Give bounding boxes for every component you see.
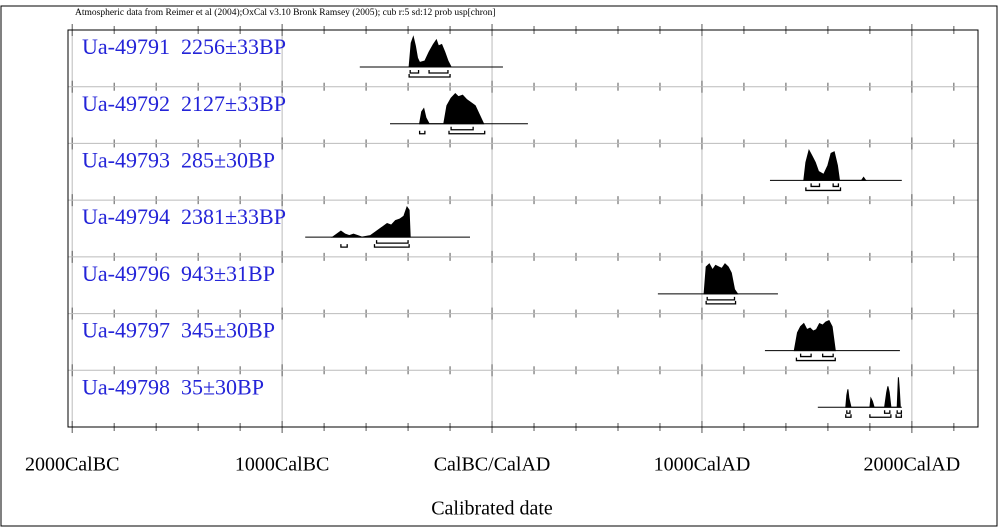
sigma2-range — [408, 74, 451, 78]
x-tick-label: 1000CalBC — [235, 454, 329, 476]
sigma1-range — [706, 296, 736, 301]
sigma2-range — [869, 414, 892, 418]
sigma2-range — [805, 187, 842, 192]
sigma2-range — [845, 414, 852, 418]
x-tick-label: CalBC/CalAD — [434, 454, 551, 476]
sigma1-range — [822, 353, 834, 358]
probability-distribution — [419, 92, 485, 125]
sigma2-range — [705, 300, 737, 305]
frame — [0, 5, 998, 527]
chart-title: Atmospheric data from Reimer et al (2004… — [75, 7, 496, 18]
row-label: Ua-49796 943±31BP — [82, 261, 275, 286]
row-label: Ua-49791 2256±33BP — [82, 34, 286, 59]
row-label: Ua-49792 2127±33BP — [82, 91, 286, 116]
x-axis-title: Calibrated date — [431, 498, 553, 520]
row-label: Ua-49798 35±30BP — [82, 374, 264, 399]
row-label: Ua-49794 2381±33BP — [82, 204, 286, 229]
probability-distribution — [793, 319, 836, 352]
probability-distribution — [703, 263, 739, 295]
sigma2-range — [418, 130, 426, 135]
sigma1-range — [409, 70, 420, 74]
sigma1-range — [832, 183, 840, 188]
x-tick-label: 2000CalBC — [25, 454, 119, 476]
row-label: Ua-49797 345±30BP — [82, 318, 275, 343]
sigma2-range — [448, 130, 486, 135]
sigma1-range — [846, 410, 851, 414]
probability-distribution — [845, 377, 901, 408]
probability-distribution — [408, 35, 452, 68]
sigma1-range — [799, 353, 812, 358]
sigma1-range — [450, 126, 474, 131]
row-label: Ua-49793 285±30BP — [82, 147, 275, 172]
sigma2-range — [795, 357, 836, 362]
plot-frame — [67, 29, 979, 428]
sigma1-range — [375, 240, 409, 244]
sigma1-range — [896, 410, 903, 414]
sigma2-range — [373, 244, 410, 248]
probability-distribution — [330, 206, 411, 238]
x-tick-label: 1000CalAD — [654, 454, 751, 476]
sigma1-range — [883, 410, 891, 414]
probability-distribution — [803, 149, 867, 181]
sigma1-range — [428, 70, 449, 74]
sigma2-range — [340, 244, 348, 248]
x-tick-label: 2000CalAD — [864, 454, 961, 476]
sigma1-range — [810, 183, 821, 188]
sigma2-range — [895, 414, 903, 418]
